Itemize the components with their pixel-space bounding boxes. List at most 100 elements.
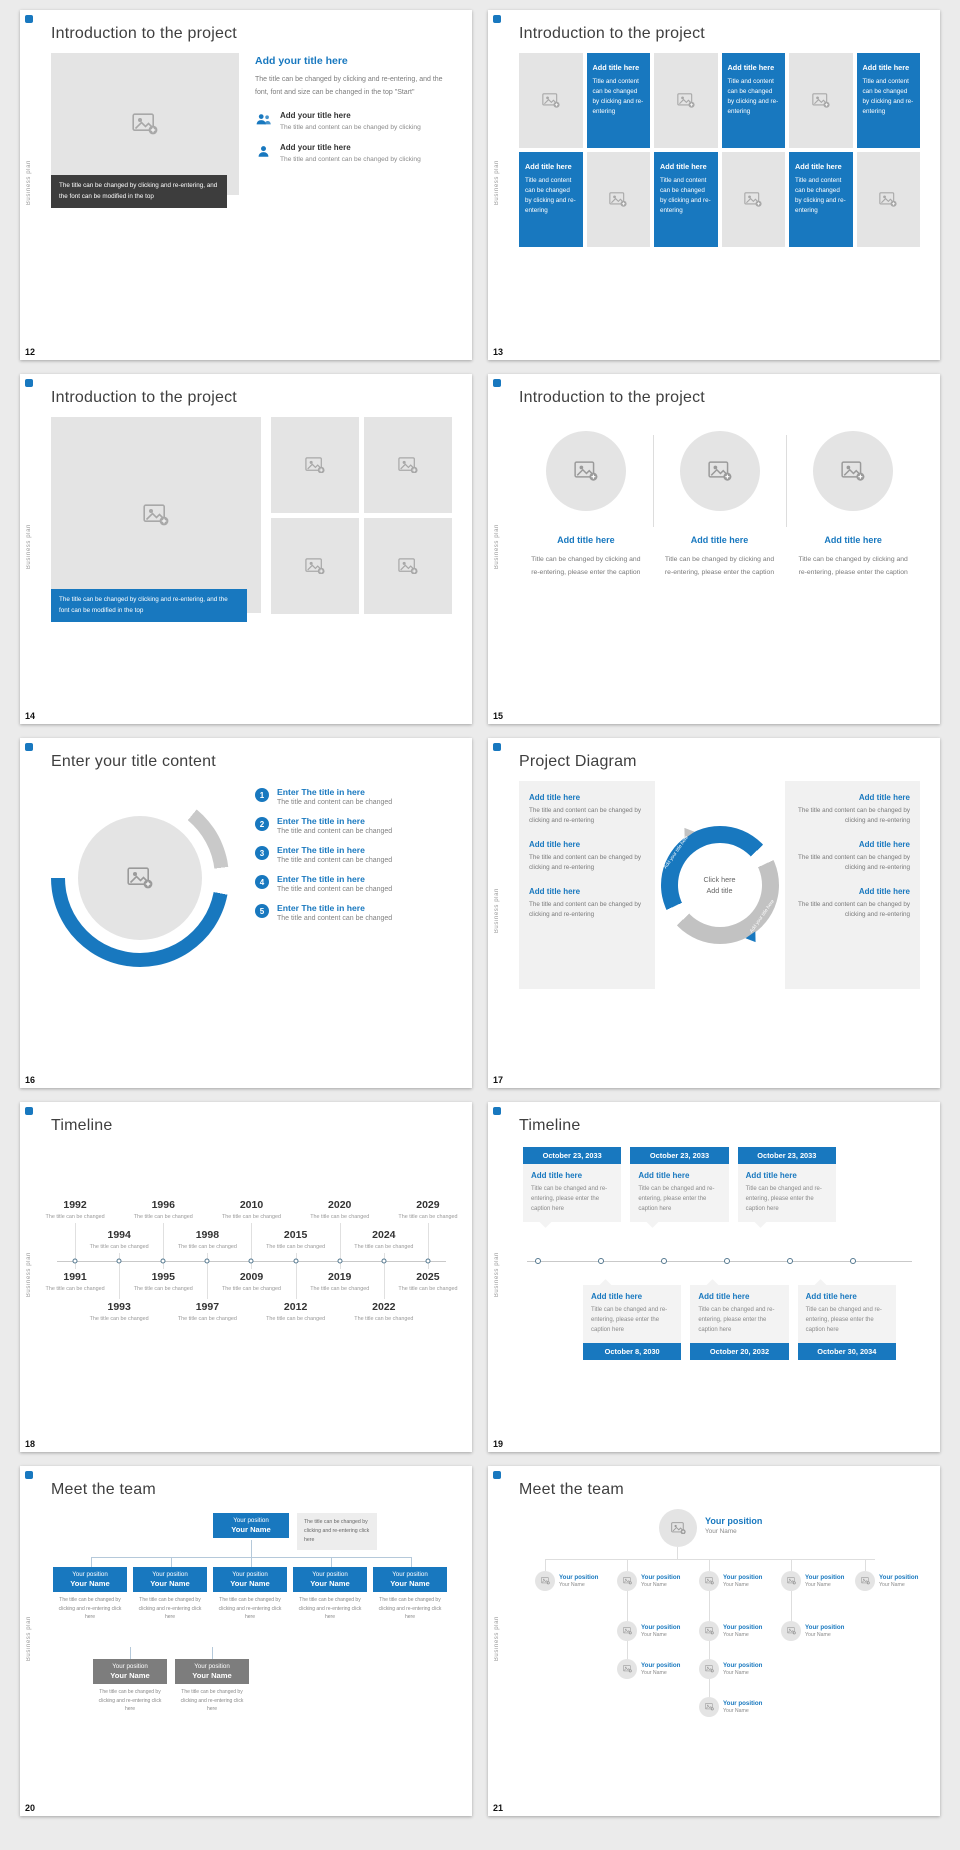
image-block: The title can be changed by clicking and…	[51, 417, 261, 622]
slide-15-thumbnail[interactable]: Business plan 15 Introduction to the pro…	[488, 374, 940, 724]
slide-title: Introduction to the project	[51, 25, 237, 42]
member-caption: The title can be changed by clicking and…	[180, 1689, 244, 1712]
slide-content: Enter your title content 1 Enter The tit…	[37, 738, 472, 1088]
connector-line	[411, 1557, 412, 1567]
team-member: Your position Your Name	[699, 1697, 762, 1717]
tag-body: Add title here Title can be changed and …	[583, 1285, 682, 1343]
connector-line	[545, 1559, 546, 1571]
timeline-label-below: 1991 The title can be changed	[45, 1271, 105, 1293]
avatar-placeholder-icon	[659, 1509, 697, 1547]
timeline-caption: The title can be changed	[133, 1213, 193, 1220]
timeline-label-above: 2010 The title can be changed	[221, 1199, 281, 1221]
text-cell: Add title here Title and content can be c…	[856, 53, 920, 148]
list-item-text: Add your title here The title and conten…	[280, 111, 421, 132]
slide-content: Introduction to the project Add title he…	[505, 10, 940, 360]
member-label: Your position Your Name	[723, 1574, 763, 1588]
date-chip: October 20, 2032	[690, 1342, 789, 1360]
timeline-dot-icon	[598, 1258, 604, 1264]
timeline-dot-icon	[535, 1258, 541, 1264]
slide-title: Timeline	[519, 1117, 581, 1134]
slide-14-thumbnail[interactable]: Business plan 14 Introduction to the pro…	[20, 374, 472, 724]
left-panel: Add title here The title and content can …	[519, 781, 655, 989]
slide-20-thumbnail[interactable]: Business plan 20 Meet the team Your posi…	[20, 1466, 472, 1816]
timeline-dot-icon	[293, 1258, 299, 1264]
numbered-item-text: Enter The title in here The title and co…	[277, 845, 393, 864]
connector-line	[251, 1540, 252, 1557]
numbered-item-text: Enter The title in here The title and co…	[277, 816, 393, 835]
slide-18-thumbnail[interactable]: Business plan 18 Timeline 1992 The title…	[20, 1102, 472, 1452]
column-item: Add title here Title can be changed by c…	[519, 431, 653, 580]
slide-13-thumbnail[interactable]: Business plan 13 Introduction to the pro…	[488, 10, 940, 360]
three-column-row: Add title here Title can be changed by c…	[519, 431, 920, 580]
slide-content: Timeline 1992 The title can be changed 1…	[37, 1102, 472, 1452]
timeline-year: 2025	[416, 1271, 440, 1283]
right-panel: Add title here The title and content can …	[784, 781, 920, 989]
slide-content: Introduction to the project The title ca…	[37, 374, 472, 724]
member-box: Your position Your Name	[213, 1513, 289, 1538]
team-member: Your position Your Name	[617, 1659, 680, 1679]
team-member: Your position Your Name The title can be …	[373, 1567, 447, 1622]
timeline-year: 1991	[63, 1271, 87, 1283]
list-item-text: Add your title here The title and conten…	[280, 143, 421, 164]
slide-body: Add title here The title and content can …	[519, 781, 920, 989]
slide-21-thumbnail[interactable]: Business plan 21 Meet the team Your posi…	[488, 1466, 940, 1816]
slide-19-thumbnail[interactable]: Business plan 19 Timeline October 23, 20…	[488, 1102, 940, 1452]
image-placeholder-icon	[789, 53, 853, 148]
slide-16-thumbnail[interactable]: 16 Enter your title content 1 Enter The …	[20, 738, 472, 1088]
slide-number: 14	[25, 711, 36, 721]
logo-icon	[24, 15, 33, 23]
cycle-diagram: Add your title here Add your title here …	[660, 824, 779, 946]
timeline-year: 2029	[416, 1198, 440, 1211]
numbered-item-text: Enter The title in here The title and co…	[277, 903, 393, 922]
member-label: Your position Your Name	[723, 1662, 763, 1676]
connector-line	[709, 1591, 710, 1707]
number-badge: 2	[255, 817, 269, 831]
list-item: Add your title here The title and conten…	[255, 111, 452, 133]
tag-body: Add title here Title can be changed and …	[797, 1285, 896, 1343]
logo-icon	[492, 1471, 501, 1479]
connector-line	[212, 1647, 213, 1659]
timeline-node: 2024 The title can be changed 2022 The t…	[354, 1145, 413, 1377]
connector-line	[331, 1557, 332, 1567]
timeline-tag: Add title here Title can be changed and …	[797, 1279, 896, 1360]
team-member: Your position Your Name The title can be …	[53, 1567, 127, 1622]
member-box: Your position Your Name	[175, 1659, 249, 1684]
timeline-caption: The title can be changed	[221, 1213, 282, 1220]
image-placeholder-icon	[51, 53, 239, 195]
timeline: 1992 The title can be changed 1991 The t…	[46, 1145, 458, 1377]
team-member: Your position Your Name	[781, 1571, 844, 1591]
timeline-label-above: 2015 The title can be changed	[266, 1229, 326, 1251]
slide-17-thumbnail[interactable]: Business plan 17 Project Diagram Add tit…	[488, 738, 940, 1088]
timeline-node: 2020 The title can be changed 2019 The t…	[310, 1145, 369, 1377]
slide-12-thumbnail[interactable]: Business plan 12 Introduction to the pro…	[20, 10, 472, 360]
person-icon	[255, 143, 272, 165]
date-chip: October 23, 2033	[630, 1147, 729, 1164]
slide-body: 1 Enter The title in here The title and …	[51, 781, 452, 967]
timeline-year: 1994	[107, 1228, 131, 1241]
member-caption: The title can be changed by clicking and…	[98, 1689, 162, 1712]
timeline-caption: The title can be changed	[398, 1213, 458, 1220]
numbered-item: 1 Enter The title in here The title and …	[255, 787, 452, 806]
timeline-label-above: 2024 The title can be changed	[354, 1229, 414, 1251]
timeline-label-above: 1998 The title can be changed	[177, 1229, 237, 1251]
logo-icon	[24, 1471, 33, 1479]
member-box: Your position Your Name	[133, 1567, 207, 1592]
member-label: Your position Your Name	[641, 1574, 681, 1588]
slide-number: 19	[493, 1439, 504, 1449]
panel-item: Add title here The title and content can …	[529, 840, 642, 872]
slide-number: 13	[493, 347, 504, 357]
timeline-label-below: 2022 The title can be changed	[354, 1301, 414, 1323]
timeline-dot-icon	[248, 1258, 254, 1264]
sidebar-label: Business plan	[493, 887, 500, 934]
member-caption: The title can be changed by clicking and…	[58, 1597, 122, 1620]
avatar-placeholder-icon	[535, 1571, 555, 1591]
org-chart: Your position Your Name The title can be…	[51, 1509, 452, 1749]
slide-content: Introduction to the project Add title he…	[505, 374, 940, 724]
team-member: Your position Your Name	[781, 1621, 844, 1641]
team-member: Your position Your Name The title can be …	[293, 1567, 367, 1622]
timeline-year: 2022	[372, 1301, 396, 1313]
timeline-tag: Add title here Title can be changed and …	[583, 1279, 682, 1360]
connector-line	[791, 1559, 792, 1571]
timeline-label-below: 2012 The title can be changed	[266, 1301, 326, 1323]
slide-content: Meet the team Your position Your Name Th…	[37, 1466, 472, 1816]
